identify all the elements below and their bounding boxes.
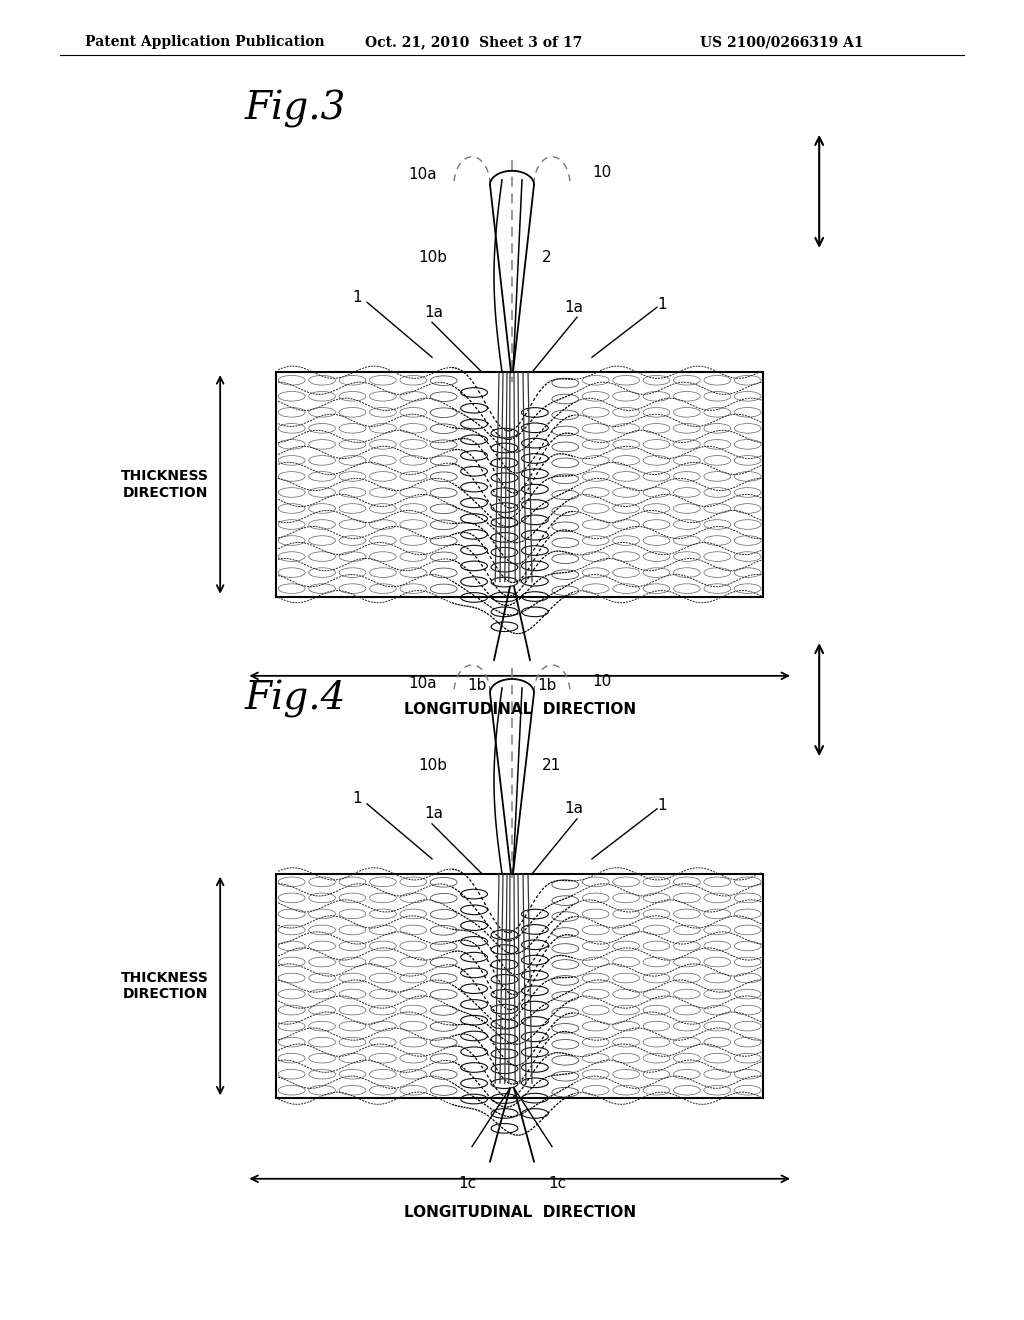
Text: 1b: 1b [538, 677, 557, 693]
Text: Oct. 21, 2010  Sheet 3 of 17: Oct. 21, 2010 Sheet 3 of 17 [365, 36, 583, 49]
Text: Fig.4: Fig.4 [245, 680, 346, 718]
Text: 2: 2 [542, 249, 552, 265]
Text: LONGITUDINAL  DIRECTION: LONGITUDINAL DIRECTION [403, 702, 636, 717]
Text: THICKNESS
DIRECTION: THICKNESS DIRECTION [121, 470, 209, 499]
Text: 1: 1 [657, 799, 667, 813]
Text: 10: 10 [592, 165, 611, 181]
Text: 1b: 1b [467, 677, 486, 693]
Text: LONGITUDINAL  DIRECTION: LONGITUDINAL DIRECTION [403, 1205, 636, 1220]
Text: 1c: 1c [548, 1176, 566, 1191]
Text: 1a: 1a [564, 801, 584, 816]
Text: 10b: 10b [418, 758, 447, 774]
Text: US 2100/0266319 A1: US 2100/0266319 A1 [700, 36, 863, 49]
Text: 1: 1 [352, 791, 361, 807]
Text: 10b: 10b [418, 249, 447, 265]
Text: Fig.3: Fig.3 [245, 90, 346, 128]
Text: 10a: 10a [409, 676, 437, 690]
Text: THICKNESS
DIRECTION: THICKNESS DIRECTION [121, 972, 209, 1001]
Text: 1: 1 [657, 297, 667, 312]
Bar [276, 874, 763, 1098]
Text: 10: 10 [592, 673, 611, 689]
Bar [276, 372, 763, 597]
Text: 21: 21 [542, 758, 561, 774]
Text: 1a: 1a [425, 807, 443, 821]
Text: 1a: 1a [425, 305, 443, 319]
Text: 1c: 1c [458, 1176, 476, 1191]
Text: Patent Application Publication: Patent Application Publication [85, 36, 325, 49]
Text: 1: 1 [352, 290, 361, 305]
Text: 10a: 10a [409, 168, 437, 182]
Text: 1a: 1a [564, 300, 584, 314]
